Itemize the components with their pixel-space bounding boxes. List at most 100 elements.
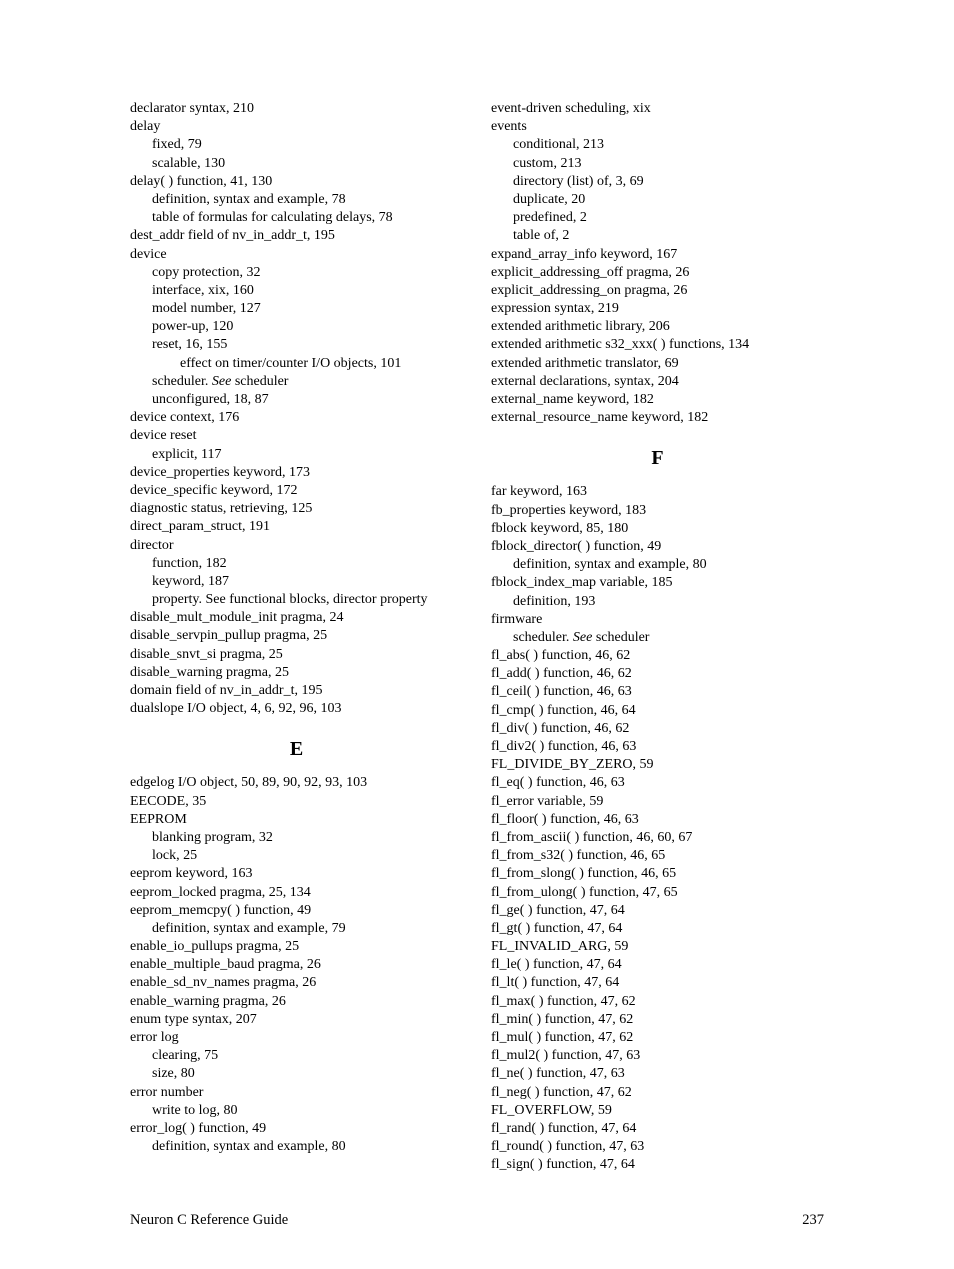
index-column-right: event-driven scheduling, xixeventscondit…	[491, 100, 824, 1175]
index-column-left: declarator syntax, 210delayfixed, 79scal…	[130, 100, 463, 1175]
index-entry: device	[152, 246, 463, 264]
index-entry: fl_min( ) function, 47, 62	[513, 1011, 824, 1029]
index-entry: fl_abs( ) function, 46, 62	[513, 647, 824, 665]
index-entry: eeprom_locked pragma, 25, 134	[152, 884, 463, 902]
index-entry: fl_div( ) function, 46, 62	[513, 720, 824, 738]
index-columns: declarator syntax, 210delayfixed, 79scal…	[130, 100, 824, 1175]
index-entry: fb_properties keyword, 183	[513, 502, 824, 520]
index-entry: enable_sd_nv_names pragma, 26	[152, 974, 463, 992]
index-entry-text: scheduler	[231, 374, 288, 389]
index-entry: delay	[152, 118, 463, 136]
index-entry: fl_mul2( ) function, 47, 63	[513, 1047, 824, 1065]
index-entry: size, 80	[174, 1065, 463, 1083]
index-entry: FL_DIVIDE_BY_ZERO, 59	[513, 756, 824, 774]
index-entry: external declarations, syntax, 204	[513, 373, 824, 391]
index-entry: fl_mul( ) function, 47, 62	[513, 1029, 824, 1047]
index-entry: clearing, 75	[174, 1047, 463, 1065]
index-entry: definition, syntax and example, 80	[174, 1138, 463, 1156]
index-entry: custom, 213	[535, 155, 824, 173]
index-entry: reset, 16, 155	[174, 336, 463, 354]
index-entry: fl_round( ) function, 47, 63	[513, 1138, 824, 1156]
index-entry: expression syntax, 219	[513, 300, 824, 318]
index-entry: unconfigured, 18, 87	[174, 391, 463, 409]
index-entry: device reset	[152, 427, 463, 445]
index-entry: power-up, 120	[174, 318, 463, 336]
index-entry: firmware	[513, 611, 824, 629]
index-entry: fl_neg( ) function, 47, 62	[513, 1084, 824, 1102]
index-entry: error number	[152, 1084, 463, 1102]
index-entry: disable_servpin_pullup pragma, 25	[152, 627, 463, 645]
index-entry-text: scheduler.	[152, 374, 212, 389]
index-entry: diagnostic status, retrieving, 125	[152, 500, 463, 518]
index-entry: fl_from_ulong( ) function, 47, 65	[513, 884, 824, 902]
index-entry: direct_param_struct, 191	[152, 518, 463, 536]
index-entry: fl_max( ) function, 47, 62	[513, 993, 824, 1011]
index-entry: copy protection, 32	[174, 264, 463, 282]
index-entry: director	[152, 537, 463, 555]
index-entry: fl_ne( ) function, 47, 63	[513, 1065, 824, 1083]
index-entry: conditional, 213	[535, 136, 824, 154]
index-entry: device context, 176	[152, 409, 463, 427]
index-entry: fl_cmp( ) function, 46, 64	[513, 702, 824, 720]
index-entry: fl_floor( ) function, 46, 63	[513, 811, 824, 829]
index-entry: disable_snvt_si pragma, 25	[152, 646, 463, 664]
index-entry: scheduler. See scheduler	[174, 373, 463, 391]
index-entry: device_specific keyword, 172	[152, 482, 463, 500]
index-entry: eeprom keyword, 163	[152, 865, 463, 883]
index-entry: interface, xix, 160	[174, 282, 463, 300]
index-entry: enable_io_pullups pragma, 25	[152, 938, 463, 956]
footer-book-title: Neuron C Reference Guide	[130, 1211, 288, 1230]
index-entry: table of formulas for calculating delays…	[174, 209, 463, 227]
index-entry: blanking program, 32	[174, 829, 463, 847]
index-entry-text: See	[212, 374, 231, 389]
index-entry: explicit_addressing_off pragma, 26	[513, 264, 824, 282]
index-entry: domain field of nv_in_addr_t, 195	[152, 682, 463, 700]
index-entry: definition, syntax and example, 80	[535, 556, 824, 574]
index-entry: disable_mult_module_init pragma, 24	[152, 609, 463, 627]
index-entry: external_resource_name keyword, 182	[513, 409, 824, 427]
index-entry: fl_ge( ) function, 47, 64	[513, 902, 824, 920]
index-entry: extended arithmetic s32_xxx( ) functions…	[513, 336, 824, 354]
index-entry: extended arithmetic library, 206	[513, 318, 824, 336]
index-entry: dualslope I/O object, 4, 6, 92, 96, 103	[152, 700, 463, 718]
index-entry: fl_sign( ) function, 47, 64	[513, 1156, 824, 1174]
index-entry: property. See functional blocks, directo…	[174, 591, 463, 609]
index-entry: enum type syntax, 207	[152, 1011, 463, 1029]
index-entry: disable_warning pragma, 25	[152, 664, 463, 682]
index-entry: predefined, 2	[535, 209, 824, 227]
index-entry: enable_warning pragma, 26	[152, 993, 463, 1011]
index-entry: error log	[152, 1029, 463, 1047]
index-entry: fl_lt( ) function, 47, 64	[513, 974, 824, 992]
index-entry-text: scheduler	[592, 630, 649, 645]
index-entry: fblock_index_map variable, 185	[513, 574, 824, 592]
index-entry: directory (list) of, 3, 69	[535, 173, 824, 191]
index-entry: duplicate, 20	[535, 191, 824, 209]
index-entry: far keyword, 163	[513, 483, 824, 501]
index-entry: definition, syntax and example, 78	[174, 191, 463, 209]
index-entry: EEPROM	[152, 811, 463, 829]
index-entry: edgelog I/O object, 50, 89, 90, 92, 93, …	[152, 774, 463, 792]
index-entry: fl_le( ) function, 47, 64	[513, 956, 824, 974]
index-entry: fblock keyword, 85, 180	[513, 520, 824, 538]
index-entry: fl_from_slong( ) function, 46, 65	[513, 865, 824, 883]
footer-page-number: 237	[802, 1211, 824, 1230]
index-entry: fl_add( ) function, 46, 62	[513, 665, 824, 683]
index-entry: device_properties keyword, 173	[152, 464, 463, 482]
index-section-heading: E	[130, 736, 463, 762]
index-entry: fblock_director( ) function, 49	[513, 538, 824, 556]
index-entry: events	[513, 118, 824, 136]
index-entry: fl_gt( ) function, 47, 64	[513, 920, 824, 938]
index-entry: fl_from_s32( ) function, 46, 65	[513, 847, 824, 865]
index-entry: effect on timer/counter I/O objects, 101	[202, 355, 463, 373]
index-entry: dest_addr field of nv_in_addr_t, 195	[152, 227, 463, 245]
index-entry-text: scheduler.	[513, 630, 573, 645]
index-entry: fl_ceil( ) function, 46, 63	[513, 683, 824, 701]
index-entry: fl_div2( ) function, 46, 63	[513, 738, 824, 756]
index-entry-text: See	[573, 630, 592, 645]
index-entry: scheduler. See scheduler	[535, 629, 824, 647]
index-entry: definition, syntax and example, 79	[174, 920, 463, 938]
index-entry: fl_error variable, 59	[513, 793, 824, 811]
index-entry: delay( ) function, 41, 130	[152, 173, 463, 191]
page-footer: Neuron C Reference Guide 237	[130, 1211, 824, 1230]
index-entry: extended arithmetic translator, 69	[513, 355, 824, 373]
